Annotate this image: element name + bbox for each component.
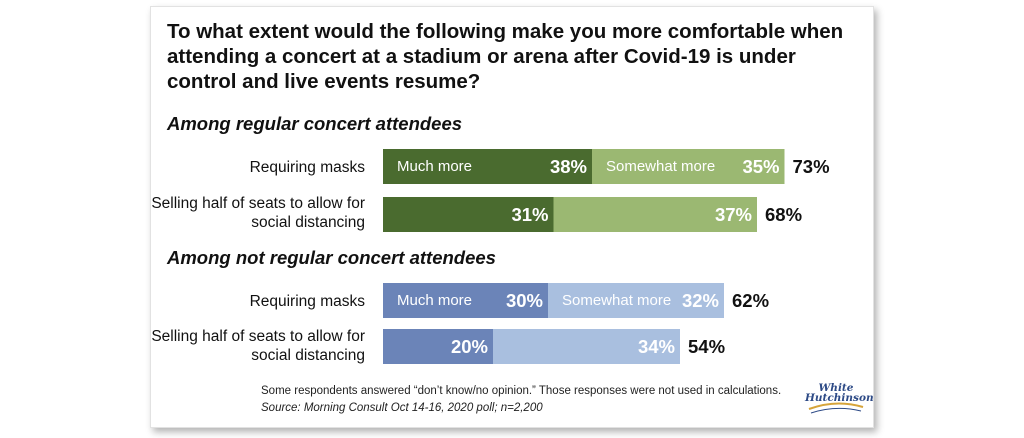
logo-text-line2: Hutchinson bbox=[805, 392, 874, 404]
value-label-not-regular-seats-much-more: 20% bbox=[451, 336, 488, 357]
bar-not-regular-masks-somewhat-more bbox=[548, 283, 724, 318]
total-label-not-regular-seats: 54% bbox=[688, 336, 725, 357]
bar-regular-masks-much-more bbox=[383, 149, 592, 184]
row-label-regular-masks: Requiring masks bbox=[249, 159, 365, 176]
bar-regular-seats-much-more bbox=[383, 197, 554, 232]
bar-regular-seats-somewhat-more bbox=[553, 197, 757, 232]
bar-not-regular-seats-much-more bbox=[383, 329, 493, 364]
bar-not-regular-masks-much-more bbox=[383, 283, 548, 318]
footnote: Some respondents answered “don’t know/no… bbox=[261, 385, 782, 397]
group-title-regular: Among regular concert attendees bbox=[167, 113, 463, 134]
group-title-not-regular: Among not regular concert attendees bbox=[167, 247, 496, 268]
bar-chart-svg: 38% Much more 35% Somewhat more 73% 31% 37% 68%… bbox=[383, 149, 830, 364]
series-label-not-regular-much-more: Much more bbox=[397, 292, 472, 309]
chart-title: To what extent would the following make … bbox=[167, 20, 844, 93]
bar-not-regular-seats-somewhat-more bbox=[493, 329, 680, 364]
value-label-not-regular-seats-somewhat-more: 34% bbox=[638, 336, 675, 357]
logo-text-line1: White bbox=[818, 382, 854, 394]
row-label-not-regular-masks: Requiring masks bbox=[249, 293, 365, 310]
bar-regular-masks-somewhat-more bbox=[592, 149, 785, 184]
value-label-regular-seats-somewhat-more: 37% bbox=[715, 204, 752, 225]
value-label-regular-masks-much-more: 38% bbox=[550, 156, 587, 177]
series-label-regular-much-more: Much more bbox=[397, 158, 472, 175]
series-label-not-regular-somewhat-more: Somewhat more bbox=[562, 292, 671, 309]
total-label-regular-seats: 68% bbox=[765, 204, 802, 225]
white-hutchinson-logo: White Hutchinson bbox=[805, 379, 874, 421]
value-label-not-regular-masks-much-more: 30% bbox=[506, 290, 543, 311]
series-label-regular-somewhat-more: Somewhat more bbox=[606, 158, 715, 175]
row-label-not-regular-seats: Selling half of seats to allow for socia… bbox=[151, 328, 365, 364]
value-label-regular-masks-somewhat-more: 35% bbox=[742, 156, 779, 177]
row-label-regular-seats: Selling half of seats to allow for socia… bbox=[151, 195, 365, 231]
total-label-not-regular-masks: 62% bbox=[732, 290, 769, 311]
value-label-regular-seats-much-more: 31% bbox=[511, 204, 548, 225]
value-label-not-regular-masks-somewhat-more: 32% bbox=[682, 290, 719, 311]
chart-card: To what extent would the following make … bbox=[150, 6, 874, 428]
source-note: Source: Morning Consult Oct 14-16, 2020 … bbox=[261, 402, 543, 414]
total-label-regular-masks: 73% bbox=[793, 156, 830, 177]
